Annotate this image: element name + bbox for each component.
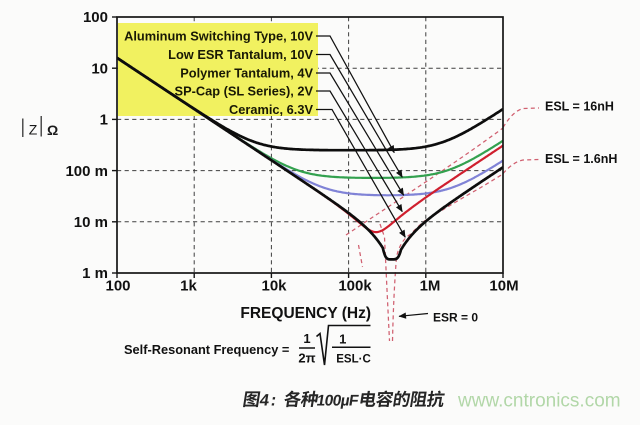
svg-text:ESR = 0: ESR = 0: [433, 311, 478, 325]
svg-text:Aluminum Switching Type, 10V: Aluminum Switching Type, 10V: [124, 29, 313, 44]
svg-text:www.cntronics.com: www.cntronics.com: [457, 391, 621, 412]
svg-text:FREQUENCY (Hz): FREQUENCY (Hz): [240, 305, 371, 322]
svg-text:Self-Resonant Frequency =: Self-Resonant Frequency =: [124, 342, 289, 357]
svg-text:Polymer Tantalum, 4V: Polymer Tantalum, 4V: [180, 66, 313, 81]
svg-text:Ω: Ω: [47, 122, 58, 138]
svg-text:2π: 2π: [298, 351, 315, 366]
svg-text:4: 4: [258, 391, 271, 410]
svg-text:100: 100: [105, 278, 130, 295]
svg-text:100 m: 100 m: [65, 163, 108, 180]
svg-text::: :: [269, 391, 277, 410]
svg-text:10k: 10k: [261, 278, 287, 295]
svg-text:10 m: 10 m: [74, 214, 108, 231]
svg-text:1 m: 1 m: [82, 265, 108, 282]
svg-text:1: 1: [303, 331, 310, 346]
svg-text:SP-Cap (SL Series), 2V: SP-Cap (SL Series), 2V: [175, 84, 314, 99]
svg-text:1: 1: [100, 112, 108, 129]
svg-text:Low ESR Tantalum, 10V: Low ESR Tantalum, 10V: [168, 47, 313, 62]
svg-text:1M: 1M: [420, 278, 441, 295]
svg-text:Z: Z: [29, 122, 38, 138]
svg-text:10M: 10M: [489, 278, 518, 295]
svg-text:1: 1: [339, 332, 346, 347]
svg-text:1k: 1k: [180, 278, 197, 295]
svg-text:Ceramic, 6.3V: Ceramic, 6.3V: [229, 102, 313, 117]
svg-text:10: 10: [91, 60, 108, 77]
svg-text:ESL = 1.6nH: ESL = 1.6nH: [545, 152, 617, 166]
svg-text:100µF: 100µF: [315, 393, 359, 410]
svg-text:100: 100: [83, 9, 108, 26]
svg-text:ESL = 16nH: ESL = 16nH: [545, 100, 614, 114]
svg-text:ESL·C: ESL·C: [336, 354, 371, 366]
svg-text:100k: 100k: [338, 278, 372, 295]
